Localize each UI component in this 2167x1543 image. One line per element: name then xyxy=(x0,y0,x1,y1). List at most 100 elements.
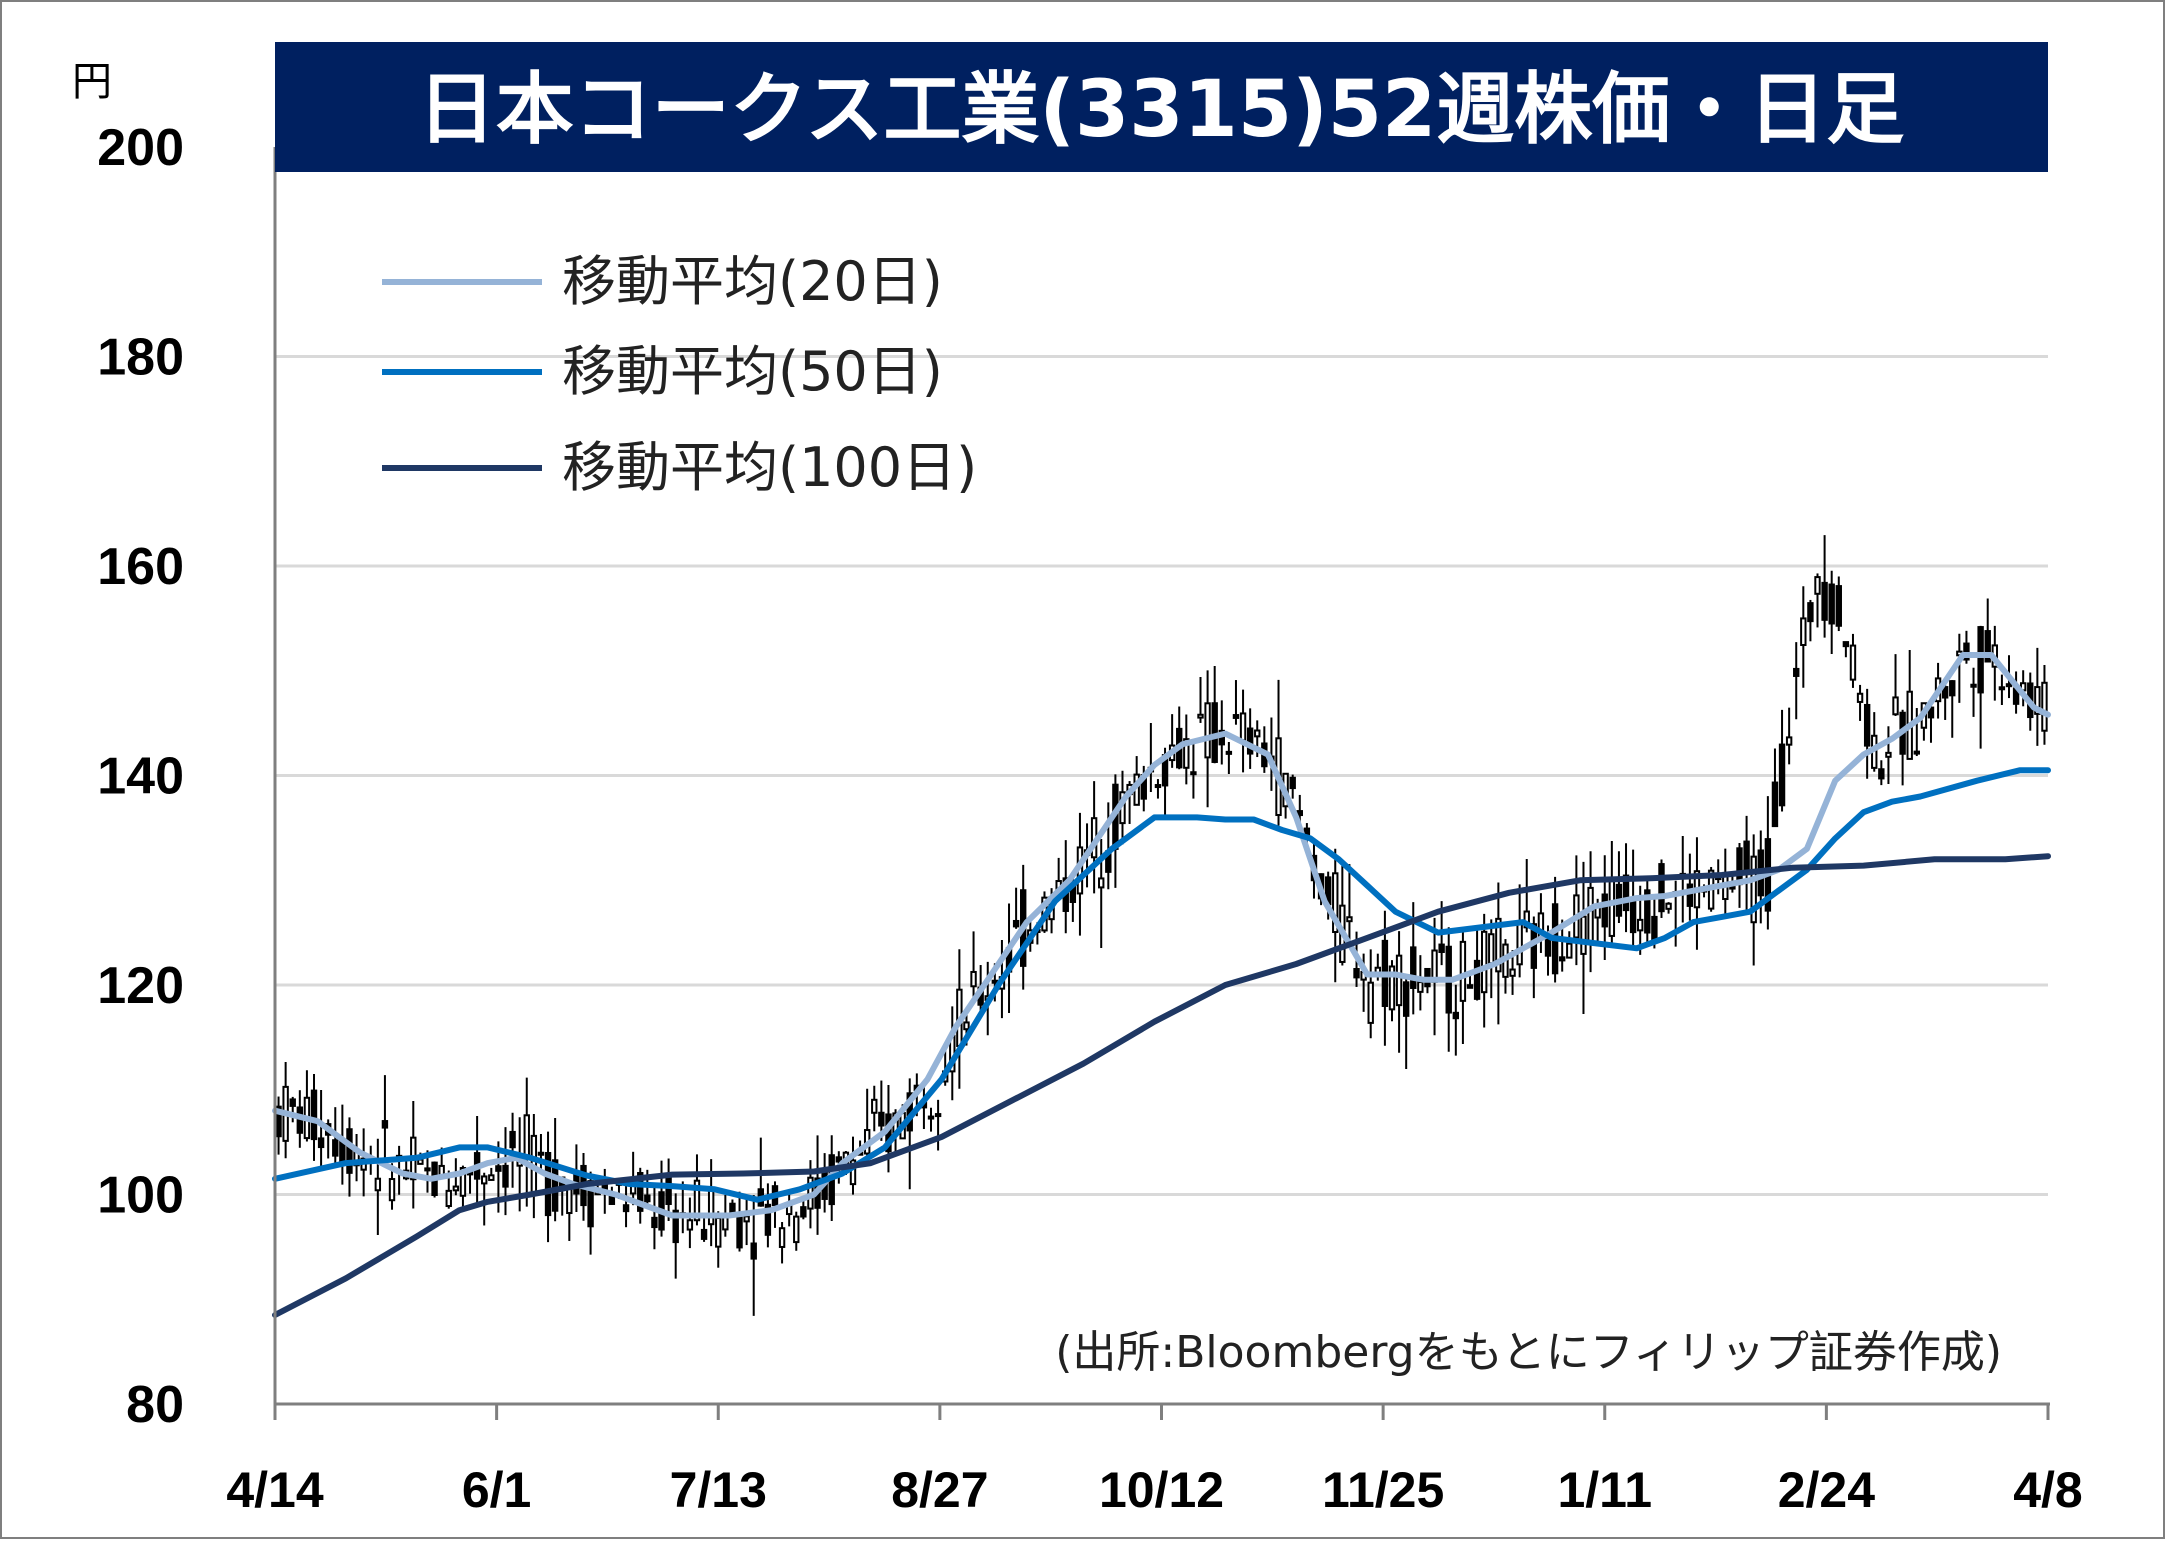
candle-body xyxy=(1225,750,1233,755)
candle-body xyxy=(1892,696,1899,716)
candle-body xyxy=(1793,667,1800,677)
legend-label-ma50: 移動平均(50日) xyxy=(562,340,943,403)
candle-body xyxy=(1183,738,1190,769)
candle-body xyxy=(736,1216,743,1249)
candle-body xyxy=(707,1187,715,1226)
candle-body xyxy=(1558,956,1566,962)
x-tick-label: 4/8 xyxy=(2013,1462,2083,1518)
candle-body xyxy=(1665,902,1672,910)
candle-body xyxy=(1580,915,1587,955)
candle-body xyxy=(1544,938,1552,957)
candle-body xyxy=(1516,920,1523,966)
y-tick-label: 80 xyxy=(126,1376,184,1434)
candle-body xyxy=(1190,771,1197,776)
candle-body xyxy=(927,1115,935,1120)
candle-body xyxy=(849,1159,857,1186)
candle-body xyxy=(452,1185,460,1192)
legend-label-ma100: 移動平均(100日) xyxy=(562,436,977,499)
candle-body xyxy=(374,1177,382,1192)
candle-body xyxy=(1622,874,1630,912)
candle-body xyxy=(1800,617,1807,647)
candle-body xyxy=(1480,930,1488,994)
candle-body xyxy=(1204,702,1211,759)
candle-body xyxy=(310,1089,318,1141)
candle-body xyxy=(424,1167,431,1172)
y-tick-labels: 80 100 120 140 160 180 200 xyxy=(97,119,184,1434)
candle-body xyxy=(488,1174,495,1181)
candle-body xyxy=(2005,683,2013,688)
candle-body xyxy=(665,1174,672,1205)
candle-body xyxy=(835,1156,843,1163)
candle-body xyxy=(1637,918,1644,932)
legend-label-ma20: 移動平均(20日) xyxy=(562,250,943,313)
candlesticks xyxy=(275,535,2048,1316)
candle-body xyxy=(970,970,977,988)
candle-body xyxy=(2041,681,2048,732)
candle-body xyxy=(523,1114,530,1159)
candle-body xyxy=(871,1098,878,1114)
candle-body xyxy=(878,1111,885,1127)
candle-body xyxy=(1587,886,1594,943)
candle-body xyxy=(509,1130,516,1149)
candle-body xyxy=(608,1195,616,1205)
candle-body xyxy=(1863,703,1871,747)
candle-body xyxy=(1388,965,1396,1011)
candle-body xyxy=(651,1216,658,1229)
candle-body xyxy=(700,1228,708,1240)
candle-body xyxy=(1417,981,1424,993)
candle-body xyxy=(1239,712,1247,742)
candle-body xyxy=(544,1151,552,1217)
candle-body xyxy=(566,1187,573,1215)
candle-body xyxy=(1488,933,1495,965)
candle-body xyxy=(1254,729,1261,738)
candle-body xyxy=(1828,583,1835,625)
candle-body xyxy=(1495,917,1502,973)
candle-body xyxy=(1473,959,1481,1000)
x-tick-labels: 4/14 6/1 7/13 8/27 10/12 11/25 1/11 2/24 4/8 xyxy=(226,1404,2083,1518)
candle-body xyxy=(1246,727,1254,755)
candle-body xyxy=(778,1227,786,1248)
x-tick-label: 1/11 xyxy=(1557,1462,1652,1518)
y-tick-label: 160 xyxy=(97,538,184,596)
candle-body xyxy=(502,1164,509,1188)
candle-body xyxy=(537,1151,545,1156)
candle-body xyxy=(1778,743,1786,807)
candle-body xyxy=(1296,810,1303,817)
candle-body xyxy=(1686,883,1694,907)
candle-body xyxy=(1098,877,1105,889)
candle-body xyxy=(1353,968,1360,979)
candle-body xyxy=(1629,898,1637,934)
candle-body xyxy=(1452,1011,1460,1020)
ma100-line xyxy=(272,853,2051,1318)
candle-body xyxy=(1814,576,1821,595)
ma50-line xyxy=(272,767,2051,1203)
candle-body xyxy=(1977,626,1984,694)
y-tick-label: 100 xyxy=(97,1167,184,1225)
candle-body xyxy=(1289,776,1296,790)
candle-body xyxy=(1644,889,1651,934)
candle-body xyxy=(1509,968,1516,977)
candle-body xyxy=(332,1139,339,1157)
candle-body xyxy=(1332,872,1339,934)
candle-body xyxy=(1856,692,1864,703)
candle-body xyxy=(750,1242,757,1260)
candle-body xyxy=(1154,784,1162,789)
title-banner: 日本コークス工業(3315)52週株価・日足 xyxy=(275,42,2048,172)
candle-body xyxy=(1785,736,1793,746)
candle-body xyxy=(445,1189,452,1208)
y-tick-label: 120 xyxy=(97,957,184,1015)
candle-body xyxy=(317,1137,325,1149)
candle-body xyxy=(1743,840,1750,873)
candle-body xyxy=(1984,630,1991,663)
candle-body xyxy=(289,1098,296,1107)
candle-body xyxy=(1466,984,1474,989)
candle-body xyxy=(1232,714,1240,719)
candle-body xyxy=(1821,581,1828,621)
candle-body xyxy=(1750,855,1757,924)
candle-body xyxy=(1835,585,1842,627)
candle-body xyxy=(481,1175,488,1185)
candle-body xyxy=(381,1120,389,1129)
x-tick-label: 2/24 xyxy=(1778,1462,1876,1518)
candle-body xyxy=(459,1167,467,1197)
